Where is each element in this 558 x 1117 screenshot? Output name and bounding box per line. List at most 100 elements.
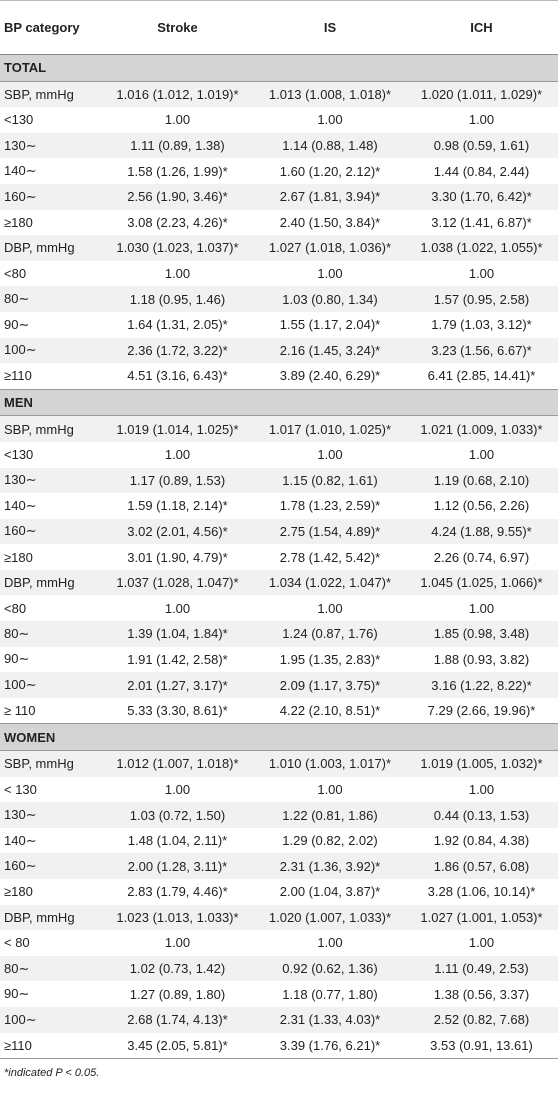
data-row: 130∼ 1.11 (0.89, 1.38) 1.14 (0.88, 1.48) 0.… [0, 132, 558, 159]
category-cell: DBP, mmHg [0, 904, 100, 931]
category-cell: ≥180 [4, 549, 33, 565]
hr-cell: 1.44 (0.84, 2.44) [433, 163, 530, 179]
hr-cell: 1.013 (1.008, 1.018)* [255, 81, 405, 108]
data-row: <80 1.00 1.00 1.00 [0, 261, 558, 287]
category-cell: SBP, mmHg [0, 81, 100, 108]
hr-cell: 3.08 (2.23, 4.26)* [127, 214, 228, 230]
category-cell: 100∼ [0, 337, 100, 364]
hr-cell: 2.31 (1.36, 3.92)* [255, 853, 405, 879]
category-cell: 80∼ [0, 286, 100, 312]
results-table: BP category Stroke IS ICH TOTAL SBP, mmHg 1.0… [0, 0, 558, 1053]
hr-cell: 1.59 (1.18, 2.14)* [127, 498, 228, 514]
hr-cell: 3.45 (2.05, 5.81)* [127, 1037, 228, 1053]
category-cell: 100∼ [0, 1006, 100, 1033]
hr-cell: 1.030 (1.023, 1.037)* [100, 235, 255, 261]
category-cell: 160∼ [0, 183, 100, 210]
section-row: MEN [0, 388, 558, 417]
hr-cell: 3.89 (2.40, 6.29)* [279, 368, 381, 384]
data-row: < 130 1.00 1.00 1.00 [0, 777, 558, 803]
hr-cell: 1.00 [164, 600, 191, 616]
hr-cell: 2.16 (1.45, 3.24)* [255, 337, 405, 364]
hr-cell: 1.78 (1.23, 2.59)* [279, 498, 381, 514]
hr-cell: 0.92 (0.62, 1.36) [255, 955, 405, 982]
column-header: Stroke [100, 0, 255, 55]
hr-cell: 1.00 [317, 112, 343, 128]
hr-cell: 1.29 (0.82, 2.02) [282, 833, 378, 849]
data-row: 90∼ 1.91 (1.42, 2.58)* 1.95 (1.35, 2.83)* 1… [0, 647, 558, 673]
category-cell: 130∼ [0, 802, 100, 828]
hr-cell: 1.55 (1.17, 2.04)* [279, 317, 381, 333]
hr-cell: 1.020 (1.007, 1.033)* [255, 904, 405, 931]
hr-cell: 3.28 (1.06, 10.14)* [427, 884, 536, 900]
hr-cell: 1.012 (1.007, 1.018)* [100, 750, 255, 777]
category-cell: 160∼ [0, 518, 100, 545]
hr-cell: 1.00 [164, 447, 191, 463]
hr-cell: 1.00 [468, 935, 495, 951]
hr-cell: 1.03 (0.72, 1.50) [100, 802, 255, 828]
data-row: ≥180 2.83 (1.79, 4.46)* 2.00 (1.04, 3.87)*… [0, 879, 558, 905]
data-row: 140∼ 1.59 (1.18, 2.14)* 1.78 (1.23, 2.59)*… [0, 493, 558, 519]
hr-cell: 3.12 (1.41, 6.87)* [431, 214, 532, 230]
hr-cell: 1.00 [164, 112, 191, 128]
hr-cell: 1.00 [317, 266, 343, 282]
hr-cell: 1.14 (0.88, 1.48) [255, 132, 405, 159]
column-header: ICH [405, 0, 558, 55]
data-row: 160∼ 3.02 (2.01, 4.56)* 2.75 (1.54, 4.89)*… [0, 518, 558, 545]
category-cell: <130 [4, 112, 34, 128]
category-cell: 130∼ [0, 467, 100, 494]
hr-cell: 2.67 (1.81, 3.94)* [255, 183, 405, 210]
hr-cell: 2.52 (0.82, 7.68) [405, 1006, 558, 1033]
data-row: 90∼ 1.64 (1.31, 2.05)* 1.55 (1.17, 2.04)* 1… [0, 312, 558, 338]
category-cell: DBP, mmHg [0, 569, 100, 596]
hr-cell: 1.020 (1.011, 1.029)* [405, 81, 558, 108]
section-title: MEN [0, 388, 558, 417]
hr-cell: 2.26 (0.74, 6.97) [433, 549, 530, 565]
hr-cell: 1.19 (0.68, 2.10) [405, 467, 558, 494]
category-cell: DBP, mmHg [0, 235, 100, 261]
hr-cell: 1.24 (0.87, 1.76) [255, 621, 405, 647]
hr-cell: 1.95 (1.35, 2.83)* [279, 651, 381, 667]
data-row: DBP, mmHg 1.037 (1.028, 1.047)* 1.034 (1.0… [0, 569, 558, 596]
hr-cell: 3.16 (1.22, 8.22)* [405, 672, 558, 698]
category-cell: 80∼ [0, 621, 100, 647]
hr-cell: 2.31 (1.33, 4.03)* [255, 1006, 405, 1033]
hr-cell: 2.75 (1.54, 4.89)* [255, 518, 405, 545]
data-row: 140∼ 1.48 (1.04, 2.11)* 1.29 (0.82, 2.02) 1… [0, 828, 558, 854]
data-row: ≥180 3.08 (2.23, 4.26)* 2.40 (1.50, 3.84)*… [0, 210, 558, 236]
category-cell: 90∼ [4, 651, 30, 667]
category-cell: 160∼ [0, 853, 100, 879]
hr-cell: 1.86 (0.57, 6.08) [405, 853, 558, 879]
category-cell: ≥110 [4, 1037, 32, 1053]
footnote: *indicated P < 0.05. [0, 1058, 558, 1079]
category-cell: 140∼ [4, 163, 37, 179]
hr-cell: 1.79 (1.03, 3.12)* [431, 317, 532, 333]
hr-cell: 3.02 (2.01, 4.56)* [100, 518, 255, 545]
hr-cell: 1.023 (1.013, 1.033)* [100, 904, 255, 931]
hr-cell: 1.021 (1.009, 1.033)* [405, 415, 558, 442]
hr-cell: 2.36 (1.72, 3.22)* [100, 337, 255, 364]
data-row: <130 1.00 1.00 1.00 [0, 107, 558, 133]
hr-cell: 1.00 [164, 935, 191, 951]
category-cell: SBP, mmHg [0, 415, 100, 442]
hr-cell: 3.01 (1.90, 4.79)* [127, 549, 228, 565]
hr-cell: 1.00 [317, 781, 343, 797]
hr-cell: 2.68 (1.74, 4.13)* [100, 1006, 255, 1033]
hr-cell: 7.29 (2.66, 19.96)* [427, 703, 536, 719]
hr-cell: 1.038 (1.022, 1.055)* [405, 235, 558, 261]
hr-cell: 3.39 (1.76, 6.21)* [279, 1037, 381, 1053]
hr-cell: 1.15 (0.82, 1.61) [255, 467, 405, 494]
hr-cell: 1.02 (0.73, 1.42) [100, 955, 255, 982]
hr-cell: 0.98 (0.59, 1.61) [405, 132, 558, 159]
hr-cell: 6.41 (2.85, 14.41)* [427, 368, 536, 384]
hr-cell: 1.22 (0.81, 1.86) [255, 802, 405, 828]
hr-cell: 1.00 [468, 781, 495, 797]
hr-cell: 1.57 (0.95, 2.58) [405, 286, 558, 312]
hr-cell: 1.00 [164, 781, 191, 797]
hr-cell: 1.00 [468, 266, 495, 282]
category-cell: <80 [4, 600, 27, 616]
hr-cell: 1.00 [468, 447, 495, 463]
category-cell: 90∼ [4, 316, 30, 332]
data-row: DBP, mmHg 1.030 (1.023, 1.037)* 1.027 (1.0… [0, 235, 558, 261]
hr-cell: 2.78 (1.42, 5.42)* [279, 549, 381, 565]
